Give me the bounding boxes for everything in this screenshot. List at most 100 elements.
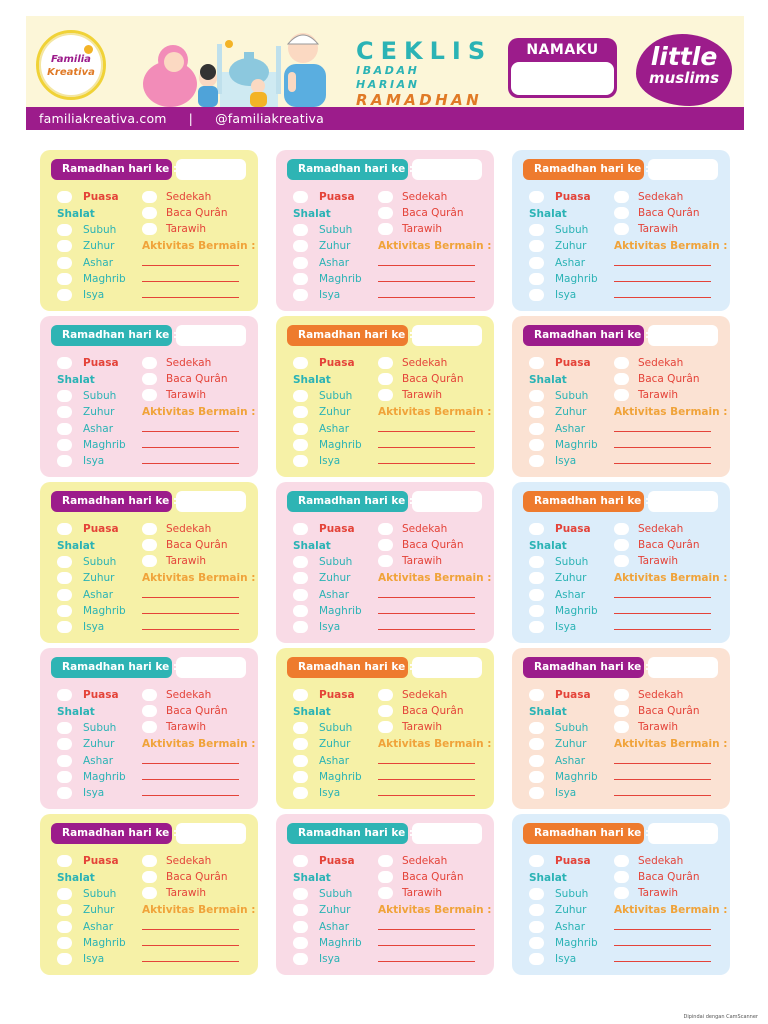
checkbox-baca-quran[interactable] [378,871,393,883]
checkbox-ashar[interactable] [57,423,72,435]
checkbox-tarawih[interactable] [614,555,629,567]
checkbox-sedekah[interactable] [378,357,393,369]
activity-write-line[interactable] [378,281,475,282]
checkbox-ashar[interactable] [293,589,308,601]
checkbox-puasa[interactable] [57,191,72,203]
day-number-field[interactable] [176,491,246,512]
activity-write-line[interactable] [614,281,711,282]
checkbox-ashar[interactable] [529,921,544,933]
checkbox-maghrib[interactable] [293,771,308,783]
day-number-field[interactable] [412,159,482,180]
checkbox-maghrib[interactable] [293,273,308,285]
checkbox-isya[interactable] [529,953,544,965]
checkbox-sedekah[interactable] [378,855,393,867]
activity-write-line[interactable] [614,431,711,432]
day-number-field[interactable] [648,823,718,844]
checkbox-sedekah[interactable] [614,357,629,369]
checkbox-ashar[interactable] [57,921,72,933]
checkbox-tarawih[interactable] [378,389,393,401]
checkbox-isya[interactable] [529,787,544,799]
activity-write-line[interactable] [378,929,475,930]
activity-write-line[interactable] [614,945,711,946]
checkbox-isya[interactable] [293,621,308,633]
day-number-field[interactable] [176,657,246,678]
activity-write-line[interactable] [142,629,239,630]
checkbox-ashar[interactable] [529,755,544,767]
checkbox-subuh[interactable] [293,722,308,734]
checkbox-isya[interactable] [57,455,72,467]
checkbox-maghrib[interactable] [529,273,544,285]
checkbox-sedekah[interactable] [614,523,629,535]
checkbox-baca-quran[interactable] [378,207,393,219]
checkbox-isya[interactable] [57,787,72,799]
activity-write-line[interactable] [142,463,239,464]
activity-write-line[interactable] [378,597,475,598]
checkbox-maghrib[interactable] [293,439,308,451]
checkbox-tarawih[interactable] [142,721,157,733]
checkbox-tarawih[interactable] [142,887,157,899]
checkbox-zuhur[interactable] [529,406,544,418]
checkbox-baca-quran[interactable] [378,539,393,551]
checkbox-subuh[interactable] [57,722,72,734]
checkbox-baca-quran[interactable] [142,705,157,717]
activity-write-line[interactable] [378,629,475,630]
checkbox-zuhur[interactable] [293,406,308,418]
activity-write-line[interactable] [614,297,711,298]
checkbox-isya[interactable] [529,455,544,467]
day-number-field[interactable] [648,491,718,512]
checkbox-puasa[interactable] [529,855,544,867]
day-number-field[interactable] [648,159,718,180]
checkbox-baca-quran[interactable] [142,539,157,551]
checkbox-maghrib[interactable] [57,605,72,617]
checkbox-zuhur[interactable] [57,904,72,916]
day-number-field[interactable] [412,657,482,678]
checkbox-ashar[interactable] [293,423,308,435]
day-number-field[interactable] [412,823,482,844]
checkbox-ashar[interactable] [529,423,544,435]
checkbox-baca-quran[interactable] [142,373,157,385]
checkbox-maghrib[interactable] [57,771,72,783]
checkbox-baca-quran[interactable] [378,373,393,385]
checkbox-subuh[interactable] [529,722,544,734]
checkbox-isya[interactable] [529,621,544,633]
checkbox-maghrib[interactable] [57,439,72,451]
checkbox-puasa[interactable] [529,689,544,701]
checkbox-isya[interactable] [293,455,308,467]
activity-write-line[interactable] [142,779,239,780]
checkbox-tarawih[interactable] [614,223,629,235]
checkbox-maghrib[interactable] [57,273,72,285]
activity-write-line[interactable] [614,613,711,614]
checkbox-maghrib[interactable] [529,439,544,451]
checkbox-puasa[interactable] [293,855,308,867]
checkbox-sedekah[interactable] [142,357,157,369]
checkbox-baca-quran[interactable] [614,373,629,385]
checkbox-puasa[interactable] [293,357,308,369]
checkbox-subuh[interactable] [57,224,72,236]
checkbox-zuhur[interactable] [57,572,72,584]
checkbox-puasa[interactable] [529,523,544,535]
checkbox-zuhur[interactable] [529,904,544,916]
checkbox-sedekah[interactable] [142,855,157,867]
activity-write-line[interactable] [378,763,475,764]
checkbox-maghrib[interactable] [529,605,544,617]
checkbox-sedekah[interactable] [614,191,629,203]
checkbox-isya[interactable] [529,289,544,301]
activity-write-line[interactable] [142,613,239,614]
checkbox-subuh[interactable] [529,556,544,568]
checkbox-subuh[interactable] [293,224,308,236]
checkbox-sedekah[interactable] [378,689,393,701]
checkbox-ashar[interactable] [57,257,72,269]
checkbox-tarawih[interactable] [614,887,629,899]
activity-write-line[interactable] [142,431,239,432]
day-number-field[interactable] [176,159,246,180]
checkbox-zuhur[interactable] [293,904,308,916]
checkbox-subuh[interactable] [293,556,308,568]
checkbox-puasa[interactable] [529,357,544,369]
checkbox-tarawih[interactable] [142,555,157,567]
checkbox-tarawih[interactable] [378,887,393,899]
checkbox-subuh[interactable] [57,888,72,900]
activity-write-line[interactable] [142,961,239,962]
checkbox-maghrib[interactable] [293,605,308,617]
checkbox-zuhur[interactable] [57,406,72,418]
day-number-field[interactable] [412,491,482,512]
